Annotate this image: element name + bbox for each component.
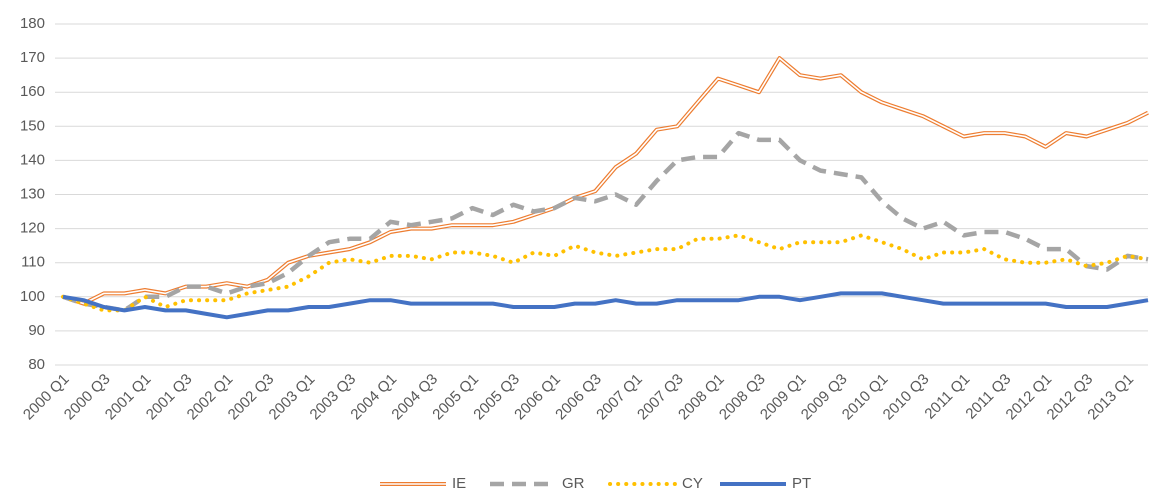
line xyxy=(61,233,1150,313)
line xyxy=(62,56,1149,306)
y-tick-label: 140 xyxy=(20,151,45,168)
line xyxy=(62,291,1149,320)
y-tick-label: 170 xyxy=(20,49,45,66)
y-tick-label: 180 xyxy=(20,15,45,32)
y-tick-label: 130 xyxy=(20,185,45,202)
y-tick-label: 90 xyxy=(28,322,45,339)
legend-label: PT xyxy=(792,475,811,492)
y-tick-label: 110 xyxy=(21,254,45,271)
x-tick-label: 2013 Q1 xyxy=(1084,371,1137,424)
legend-label: CY xyxy=(682,475,703,492)
y-tick-label: 150 xyxy=(20,117,45,134)
y-tick-label: 80 xyxy=(28,356,45,373)
line xyxy=(62,130,1149,313)
legend-label: IE xyxy=(452,475,466,492)
y-tick-label: 160 xyxy=(20,83,45,100)
y-tick-label: 120 xyxy=(20,220,45,237)
legend-label: GR xyxy=(562,475,585,492)
line-inner xyxy=(62,57,1149,305)
x-tick-label: 2010 Q3 xyxy=(880,371,933,424)
y-tick-label: 100 xyxy=(20,288,45,305)
